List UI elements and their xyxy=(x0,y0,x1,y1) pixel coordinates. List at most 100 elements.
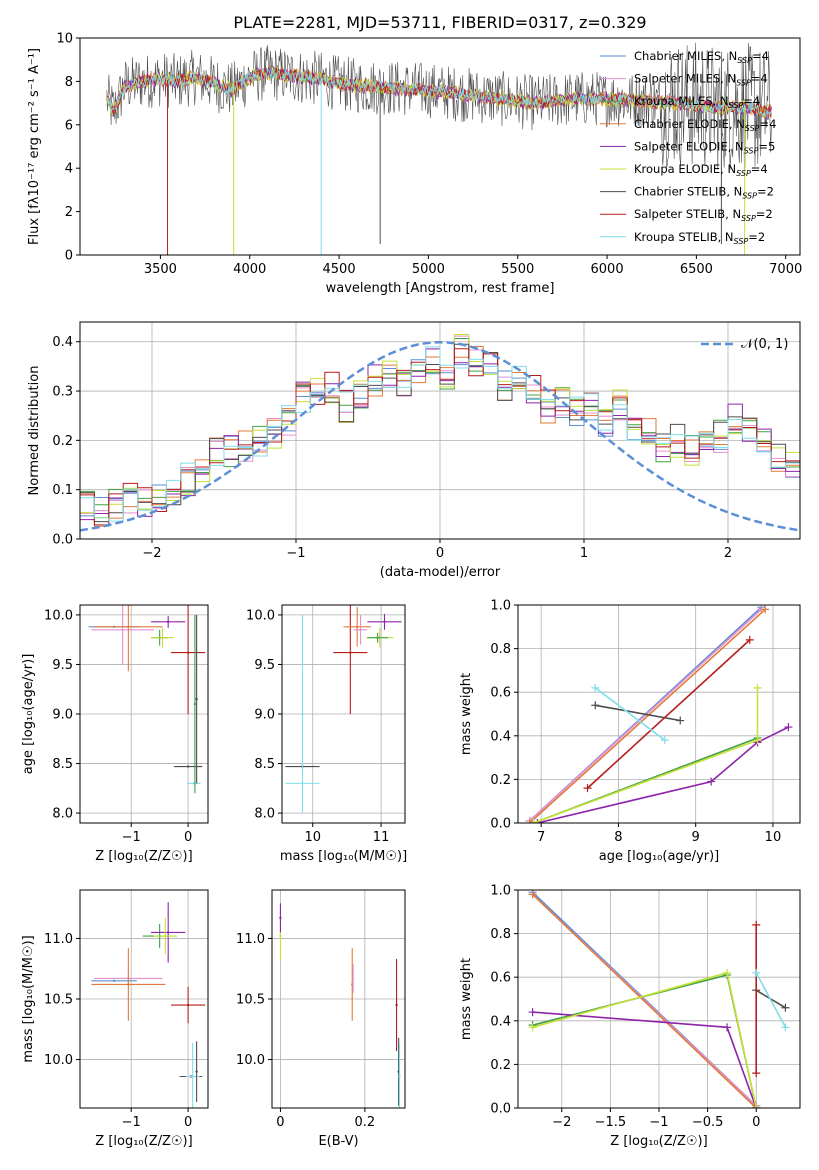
series-line-chab_elodie xyxy=(529,608,766,823)
x-tick-label: 4000 xyxy=(233,262,266,277)
mass_vs_ebv-xlabel: E(B-V) xyxy=(318,1134,358,1149)
panel-mass_vs_Z: −1 0 10.0 10.5 11.0 Z [log₁₀(Z/Z☉)] mass [log₁… xyxy=(21,889,209,1149)
y-tick-label: 0.6 xyxy=(490,971,511,986)
hist-salp_miles xyxy=(80,335,800,539)
y-tick-label: 9.0 xyxy=(52,708,73,723)
y-tick-label: 4 xyxy=(65,162,73,177)
legend-count: =4 xyxy=(743,94,760,108)
legend-count: =4 xyxy=(751,72,768,86)
mass_vs_Z-xlabel: Z [log₁₀(Z/Z☉)] xyxy=(95,1134,192,1149)
legend-subscript: SSP xyxy=(736,169,751,178)
legend-label-chab_miles: Chabrier MILES, NSSP=4 xyxy=(634,49,769,65)
marker-chab_stelib xyxy=(591,701,600,710)
x-tick-label: 11 xyxy=(373,830,390,845)
y-tick-label: 10.5 xyxy=(236,993,265,1008)
series-line-krou_stelib xyxy=(594,687,666,741)
marker-krou_stelib xyxy=(752,968,761,977)
axes-frame xyxy=(79,889,209,1109)
age_vs_Z-xlabel: Z [log₁₀(Z/Z☉)] xyxy=(95,849,192,864)
x-tick-label: 2 xyxy=(724,546,732,561)
x-tick-label: 8 xyxy=(614,830,622,845)
marker-krou_elodie xyxy=(528,1023,537,1032)
marker-chab_elodie xyxy=(761,605,770,614)
y-tick-label: 0.8 xyxy=(490,642,511,657)
legend-label-normal: 𝒩(0, 1) xyxy=(741,337,788,352)
point-chab_stelib xyxy=(186,765,190,768)
y-tick-label: 11.0 xyxy=(236,932,265,947)
legend-count: =4 xyxy=(760,117,777,131)
series-line-salp_elodie xyxy=(532,1011,757,1108)
series-line-chab_stelib xyxy=(595,704,681,722)
x-tick-label: 4500 xyxy=(323,262,356,277)
legend-subscript: SSP xyxy=(734,237,749,246)
legend-label-krou_miles: Kroupa MILES, NSSP=4 xyxy=(634,94,760,110)
legend-label-krou_elodie: Kroupa ELODIE, NSSP=4 xyxy=(634,162,768,178)
legend-label-krou_stelib: Kroupa STELIB, NSSP=2 xyxy=(634,230,765,246)
spectrum-xlabel: wavelength [Angstrom, rest frame] xyxy=(326,281,555,296)
y-tick-label: 8.5 xyxy=(254,757,275,772)
point-salp_elodie xyxy=(166,931,170,934)
y-tick-label: 8.5 xyxy=(52,757,73,772)
marker-chab_stelib xyxy=(781,1003,790,1012)
series-line-chab_elodie xyxy=(532,893,757,1108)
panel-age_vs_mass: 10 11 8.0 8.5 9.0 9.5 10.0 mass [log₁₀(M/M☉)] xyxy=(246,604,407,864)
legend-count: =4 xyxy=(752,49,769,63)
point-salp_elodie xyxy=(279,916,282,920)
legend-count: =2 xyxy=(748,230,765,244)
x-tick-label: 3500 xyxy=(144,262,177,277)
y-tick-label: 1.0 xyxy=(490,599,511,614)
point-chab_elodie xyxy=(127,983,130,986)
age_vs_Z-ylabel: age [log₁₀(age/yr)] xyxy=(21,654,36,775)
x-tick-label: 9 xyxy=(692,830,700,845)
x-tick-label: 7000 xyxy=(769,262,802,277)
x-tick-label: −1.5 xyxy=(595,1115,627,1130)
weight_vs_age-xlabel: age [log₁₀(age/yr)] xyxy=(599,849,720,864)
y-tick-label: 10.0 xyxy=(246,608,275,623)
marker-krou_stelib xyxy=(660,736,669,745)
x-tick-label: 5000 xyxy=(412,262,445,277)
y-tick-label: 0.6 xyxy=(490,686,511,701)
y-tick-label: 0.4 xyxy=(490,729,511,744)
age_vs_mass-xlabel: mass [log₁₀(M/M☉)] xyxy=(280,849,407,864)
series-line-krou_stelib xyxy=(755,972,787,1028)
legend-count: =5 xyxy=(758,139,775,153)
panel-age_vs_Z: −1 0 8.0 8.5 9.0 9.5 10.0 Z [log₁₀(Z/Z☉)] age [l… xyxy=(21,604,209,864)
mass_vs_Z-plot-area xyxy=(91,902,206,1108)
point-salp_stelib xyxy=(349,651,352,654)
y-tick-label: 0.0 xyxy=(52,533,73,548)
hist-chab_elodie xyxy=(80,346,800,539)
x-tick-label: −1 xyxy=(122,830,141,845)
axes-frame xyxy=(79,321,801,540)
legend-subscript: SSP xyxy=(729,101,744,110)
y-tick-label: 0.4 xyxy=(490,1014,511,1029)
point-krou_elodie xyxy=(164,934,167,938)
x-tick-label: 0 xyxy=(276,1115,284,1130)
y-tick-label: 9.5 xyxy=(254,658,275,673)
normal-curve xyxy=(80,340,800,532)
marker-krou_stelib xyxy=(781,1023,790,1032)
point-krou_elodie xyxy=(161,636,164,639)
x-tick-label: 7 xyxy=(537,830,545,845)
legend-label-salp_stelib: Salpeter STELIB, NSSP=2 xyxy=(634,207,773,223)
residuals-ylabel: Normed distribution xyxy=(27,366,42,496)
weight_vs_age-plot-area xyxy=(525,605,793,823)
y-tick-label: 10.0 xyxy=(44,1053,73,1068)
weight_vs_age-ylabel: mass weight xyxy=(459,673,474,755)
marker-salp_elodie xyxy=(528,1008,537,1017)
legend-subscript: SSP xyxy=(741,214,756,223)
marker-salp_elodie xyxy=(723,1023,732,1032)
legend-count: =2 xyxy=(756,207,773,221)
marker-salp_elodie xyxy=(533,819,542,823)
point-salp_miles xyxy=(351,977,355,980)
weight_vs_Z-ylabel: mass weight xyxy=(459,958,474,1040)
y-tick-label: 0.2 xyxy=(52,434,73,449)
legend-subscript: SSP xyxy=(736,79,751,88)
y-tick-label: 9.0 xyxy=(254,708,275,723)
x-tick-label: 0 xyxy=(184,1115,192,1130)
weight_vs_Z-grid xyxy=(518,889,800,1109)
series-line-salp_stelib xyxy=(586,639,751,789)
point-salp_miles xyxy=(359,628,362,631)
point-salp_stelib xyxy=(395,1003,398,1007)
point-chab_stelib xyxy=(195,1070,198,1073)
point-krou_stelib xyxy=(301,712,304,716)
